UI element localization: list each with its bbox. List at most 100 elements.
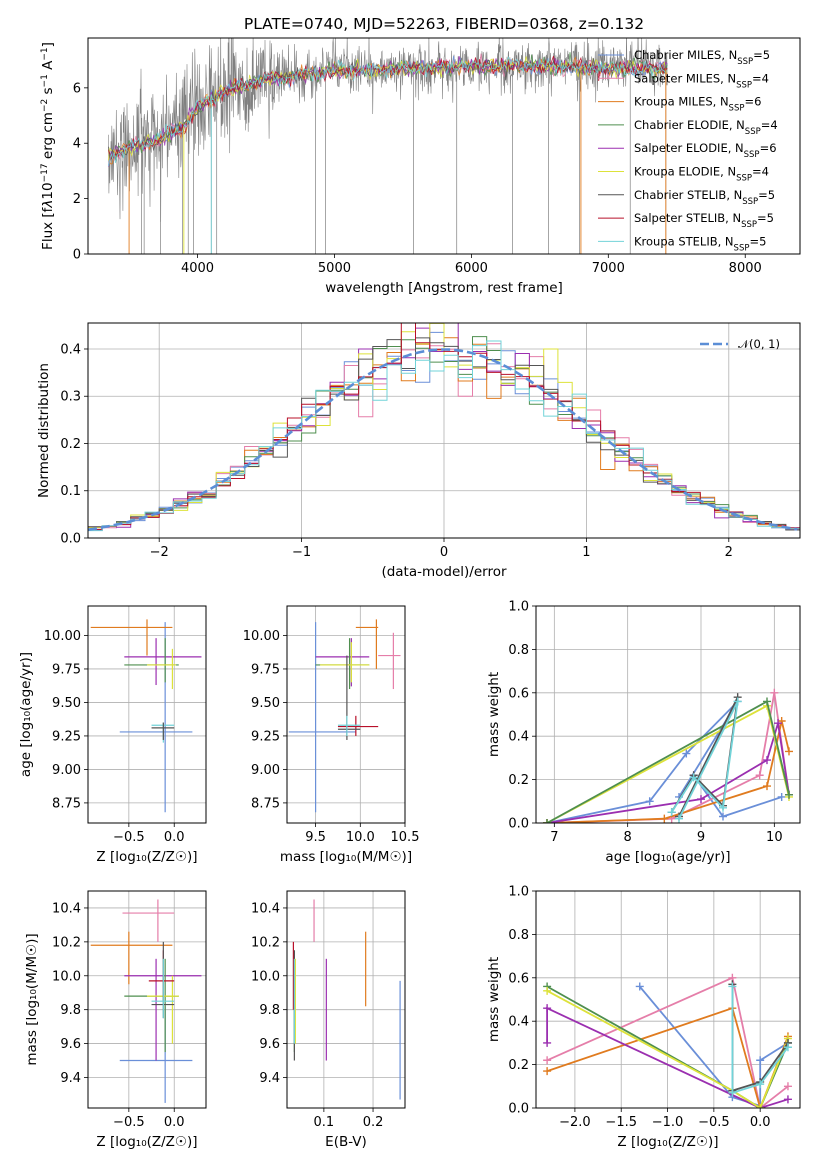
errorbar-salpeter_elodie	[315, 638, 370, 687]
x-axis-label: (data-model)/error	[381, 564, 507, 580]
series-marker-kroupa_stelib	[756, 1080, 765, 1089]
errorbar-kroupa_miles	[90, 619, 173, 656]
legend-label-normal: 𝒩(0, 1)	[738, 337, 780, 351]
series-marker-kroupa_stelib	[728, 1088, 737, 1097]
series-marker-kroupa_stelib	[667, 808, 676, 817]
errorbar-chabrier_stelib	[151, 722, 175, 740]
x-tick-label: 9	[697, 830, 705, 845]
series-marker-salpeter_miles	[783, 1082, 792, 1091]
series-marker-chabrier_miles	[756, 1056, 765, 1065]
y-tick-label: 10.0	[52, 969, 81, 984]
errorbar-kroupa_stelib	[151, 958, 175, 1019]
y-tick-label: 10.2	[251, 935, 280, 950]
y-tick-label: 0.4	[60, 342, 81, 357]
series-line-salpeter_miles	[546, 976, 789, 1108]
x-tick-label: 7	[550, 830, 558, 845]
legend-label-kroupa_miles: Kroupa MILES, NSSP=6	[634, 95, 761, 114]
y-axis-label: mass weight	[486, 957, 502, 1042]
y-tick-label: 10.4	[52, 901, 81, 916]
plot-area	[90, 619, 202, 813]
legend-label-salpeter_miles: Salpeter MILES, NSSP=4	[634, 71, 769, 90]
y-tick-label: 9.25	[251, 729, 280, 744]
normal-curve	[88, 348, 798, 531]
x-tick-label: 2	[725, 545, 733, 560]
series-marker-kroupa_miles	[660, 814, 669, 823]
y-tick-label: 9.75	[52, 662, 81, 677]
x-tick-label: 10.5	[391, 830, 420, 845]
y-tick-label: 1.0	[508, 600, 529, 615]
series-marker-kroupa_elodie	[756, 1104, 765, 1108]
series-line-salpeter_elodie	[546, 1006, 789, 1108]
errorbar-kroupa_miles	[355, 619, 379, 669]
x-tick-label: 0.1	[314, 1115, 335, 1130]
plot-area	[543, 973, 792, 1108]
x-tick-label: 0.0	[164, 830, 185, 845]
legend-label-salpeter_stelib: Salpeter STELIB, NSSP=5	[634, 211, 774, 230]
series-marker-chabrier_miles	[635, 982, 644, 991]
panel-age-vs-mass: 9.5 10.0 10.5 8.75 9.00 9.25 9.50 9.75 10.00 mass…	[243, 605, 420, 865]
x-tick-label: −2.0	[559, 1115, 591, 1130]
errorbar-salpeter_miles	[122, 899, 175, 942]
series-marker-salpeter_miles	[543, 1056, 552, 1065]
y-tick-label: 9.50	[251, 696, 280, 711]
x-tick-label: −1.0	[652, 1115, 684, 1130]
x-axis-label: mass [log₁₀(M/M☉)]	[280, 849, 412, 865]
y-tick-label: 0.2	[60, 437, 81, 452]
series-chabrier_elodie	[543, 697, 793, 823]
legend-label-chabrier_stelib: Chabrier STELIB, NSSP=5	[634, 188, 775, 207]
plot-area	[88, 323, 800, 532]
x-axis-label: Z [log₁₀(Z/Z☉)]	[617, 1134, 718, 1150]
y-tick-label: 0.0	[60, 532, 81, 547]
y-tick-label: 10.00	[44, 629, 81, 644]
y-tick-label: 9.6	[259, 1037, 280, 1052]
x-tick-label: 0.0	[750, 1115, 771, 1130]
y-tick-label: 0	[73, 248, 81, 263]
y-tick-label: 0.0	[508, 1102, 529, 1117]
x-tick-label: 4000	[181, 261, 214, 276]
series-marker-chabrier_elodie	[763, 697, 771, 706]
x-tick-label: 8	[624, 830, 632, 845]
series-marker-salpeter_elodie	[543, 1038, 552, 1047]
y-tick-label: 0.2	[508, 773, 529, 788]
y-tick-label: 9.25	[52, 729, 81, 744]
spectrum-legend: Chabrier MILES, NSSP=5 Salpeter MILES, NS…	[598, 48, 778, 253]
y-tick-label: 1.0	[508, 885, 529, 900]
y-axis-label: mass weight	[486, 672, 502, 757]
series-marker-salpeter_elodie	[783, 1095, 792, 1104]
y-tick-label: 10.2	[52, 935, 81, 950]
legend-label-chabrier_elodie: Chabrier ELODIE, NSSP=4	[634, 118, 778, 137]
x-tick-label: −0.5	[698, 1115, 730, 1130]
series-marker-chabrier_miles	[682, 749, 691, 758]
y-tick-label: 0.1	[60, 484, 81, 499]
errorbar-chabrier_elodie	[124, 958, 179, 1053]
errorbar-salpeter_miles	[378, 632, 401, 690]
series-line-kroupa_stelib	[731, 986, 789, 1095]
y-axis-label: mass [log₁₀(M/M☉)]	[24, 933, 40, 1065]
series-marker-chabrier_elodie	[543, 819, 551, 823]
y-tick-label: 4	[73, 137, 81, 152]
errorbar-chabrier_elodie	[315, 638, 370, 690]
series-marker-kroupa_miles	[543, 1067, 552, 1076]
axes-frame	[535, 890, 801, 1109]
series-marker-kroupa_stelib	[728, 982, 737, 991]
series-marker-chabrier_elodie	[785, 790, 793, 799]
x-axis-label: E(B-V)	[325, 1134, 367, 1150]
x-tick-label: −0.5	[113, 1115, 145, 1130]
errorbar-kroupa_elodie	[320, 642, 370, 683]
panel-age-vs-Z: −0.5 0.0 8.75 9.00 9.25 9.50 9.75 10.00 Z [log₁₀…	[18, 605, 207, 865]
series-marker-chabrier_miles	[645, 797, 654, 806]
y-tick-label: 9.00	[251, 763, 280, 778]
y-tick-label: 9.8	[259, 1003, 280, 1018]
x-axis-label: Z [log₁₀(Z/Z☉)]	[96, 1134, 197, 1150]
y-tick-label: 2	[73, 192, 81, 207]
y-tick-label: 0.4	[508, 730, 529, 745]
plot-area	[90, 899, 202, 1103]
x-axis-label: Z [log₁₀(Z/Z☉)]	[96, 849, 197, 865]
plot-area	[543, 688, 793, 823]
axes-frame	[87, 890, 207, 1109]
series-kroupa_stelib	[667, 697, 742, 823]
x-tick-label: 9.5	[305, 830, 326, 845]
x-tick-label: 0	[440, 545, 448, 560]
series-marker-salpeter_elodie	[697, 795, 705, 804]
legend-label-salpeter_elodie: Salpeter ELODIE, NSSP=6	[634, 141, 777, 160]
